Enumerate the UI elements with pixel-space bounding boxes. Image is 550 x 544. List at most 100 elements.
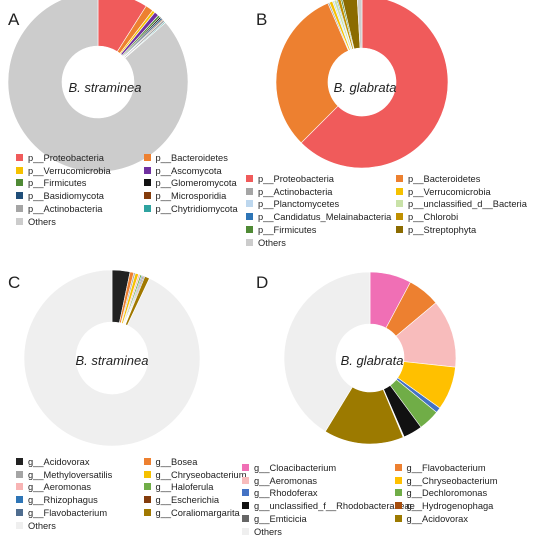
legend-label: Others: [28, 216, 56, 227]
legend-label: g__Haloferula: [155, 482, 214, 493]
legend-swatch: [242, 514, 249, 522]
legend-item-others: Others: [242, 526, 282, 538]
legend-swatch: [143, 458, 151, 466]
legend-label: p__Basidiomycota: [28, 191, 104, 202]
slice-others: [357, 0, 363, 49]
legend-label: g__Bosea: [155, 457, 198, 467]
legend-swatch: [16, 458, 23, 466]
legend-swatch: [16, 217, 23, 225]
legend-label: g__Rhizophagus: [28, 495, 98, 506]
legend-swatch: [246, 225, 253, 233]
center-label-d: B. glabrata: [340, 353, 404, 368]
legend-item-p-proteobacteria: p__Proteobacteria: [246, 173, 334, 185]
legend-swatch: [143, 204, 151, 212]
slice-others: [7, 0, 189, 173]
legend-label: p__Verrucomicrobia: [408, 186, 491, 197]
legend-item-p-actinobacteria: p__Actinobacteria: [246, 186, 332, 198]
legend-item-g-coraliomargarita: g__Coraliomargarita: [143, 507, 240, 519]
legend-label: p__Verrucomicrobia: [28, 165, 111, 176]
legend-label: g__Aeromonas: [28, 482, 92, 493]
legend-item-p-chytridiomycota: p__Chytridiomycota: [143, 203, 238, 215]
legend-swatch: [16, 179, 23, 187]
legend-label: p__Chytridiomycota: [155, 203, 238, 214]
legend-label: g__Rhodoferax: [254, 488, 318, 499]
legend-label: g__unclassified_f__Rhodobacteraceae: [254, 501, 415, 512]
legend-item-g-chryseobacterium: g__Chryseobacterium: [394, 475, 498, 487]
legend-item-p-verrucomicrobia: p__Verrucomicrobia: [396, 186, 491, 198]
legend-label: g__Hydrogenophaga: [406, 501, 494, 512]
legend-swatch: [143, 496, 151, 504]
legend-item-g-cloacibacterium: g__Cloacibacterium: [242, 462, 336, 474]
legend-swatch: [246, 200, 253, 208]
panel-letter-c: C: [8, 273, 21, 292]
legend-swatch: [143, 192, 151, 200]
legend-item-g-unclassified-f-rhodobacteraceae: g__unclassified_f__Rhodobacteraceae: [242, 500, 415, 512]
legend-item-p-firmicutes: p__Firmicutes: [16, 177, 86, 189]
legend-label: p__Firmicutes: [258, 224, 317, 235]
legend-label: g__Acidovorax: [28, 457, 90, 467]
legend-swatch: [394, 489, 402, 497]
legend-swatch: [394, 502, 402, 510]
legend-swatch: [396, 200, 403, 208]
donut-chart-c: [23, 269, 201, 447]
legend-swatch: [394, 476, 402, 484]
center-label-b: B. glabrata: [333, 80, 397, 95]
legend-label: p__Proteobacteria: [258, 174, 334, 184]
legend-swatch: [246, 187, 253, 195]
legend-item-others: Others: [246, 237, 286, 249]
legend-label: g__Escherichia: [155, 495, 220, 506]
legend-item-g-acidovorax: g__Acidovorax: [16, 456, 90, 468]
legend-label: p__Planctomycetes: [258, 199, 340, 210]
panel-letter-b: B: [256, 10, 268, 29]
legend-swatch: [16, 521, 23, 529]
legend-swatch: [396, 175, 403, 183]
legend-swatch: [16, 470, 23, 478]
legend-label: g__Flavobacterium: [28, 507, 108, 518]
legend-label: p__Glomeromycota: [155, 178, 237, 189]
legend-item-g-flavobacterium: g__Flavobacterium: [16, 507, 107, 519]
legend-label: Others: [258, 237, 286, 248]
panel-letter-a: A: [8, 10, 20, 29]
legend-label: p__unclassified_d__Bacteria: [408, 199, 527, 210]
donut-chart-b: [275, 0, 449, 169]
panel-c: C B. straminea g__Acidovorax g__Bosea g__M…: [8, 269, 247, 531]
legend-swatch: [242, 502, 249, 510]
legend-label: g__Coraliomargarita: [155, 507, 240, 518]
legend-swatch: [143, 179, 151, 187]
legend-swatch: [16, 496, 23, 504]
legend-label: p__Proteobacteria: [28, 153, 104, 163]
legend-label: p__Firmicutes: [28, 178, 87, 189]
legend-swatch: [394, 514, 402, 522]
legend-item-g-rhodoferax: g__Rhodoferax: [242, 487, 318, 499]
legend-item-g-emticicia: g__Emticicia: [242, 513, 307, 525]
legend-item-g-aeromonas: g__Aeromonas: [242, 475, 317, 487]
legend-item-p-firmicutes: p__Firmicutes: [246, 224, 316, 236]
panel-letter-d: D: [256, 273, 269, 292]
legend-swatch: [394, 464, 402, 472]
legend-label: g__Cloacibacterium: [254, 463, 337, 473]
legend-item-p-glomeromycota: p__Glomeromycota: [143, 177, 237, 189]
legend-label: Others: [28, 520, 56, 531]
slice-p-bacteroidetes: [275, 2, 349, 144]
legend-item-g-methyloversatilis: g__Methyloversatilis: [16, 469, 112, 481]
legend-label: g__Chryseobacterium: [155, 469, 247, 480]
legend-item-p-bacteroidetes: p__Bacteroidetes: [396, 173, 480, 185]
legend-item-p-chlorobi: p__Chlorobi: [396, 211, 458, 223]
legend-swatch: [143, 470, 151, 478]
legend-item-p-proteobacteria: p__Proteobacteria: [16, 152, 104, 164]
panel-a: A B. straminea p__Proteobacteria p__Bacte…: [0, 0, 275, 272]
legend-item-g-flavobacterium: g__Flavobacterium: [394, 462, 486, 474]
legend-item-p-verrucomicrobia: p__Verrucomicrobia: [16, 165, 111, 177]
slice-others: [23, 269, 201, 447]
legend-item-p-bacteroidetes: p__Bacteroidetes: [143, 152, 228, 164]
legend-swatch: [16, 508, 23, 516]
legend-swatch: [246, 213, 253, 221]
legend-swatch: [242, 464, 249, 472]
legend-label: g__Chryseobacterium: [406, 475, 498, 486]
legend-item-g-chryseobacterium: g__Chryseobacterium: [143, 469, 247, 481]
legend-label: p__Streptophyta: [408, 224, 477, 235]
legend-item-p-planctomycetes: p__Planctomycetes: [246, 198, 339, 210]
legend-label: p__Bacteroidetes: [155, 153, 228, 163]
legend-swatch: [16, 204, 23, 212]
